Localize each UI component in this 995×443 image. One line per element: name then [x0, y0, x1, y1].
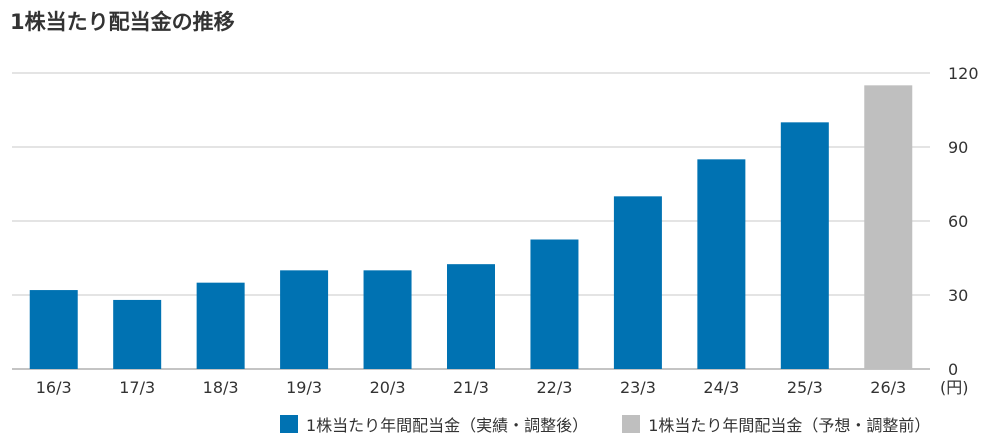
- y-tick-label: 60: [948, 212, 968, 231]
- bar-16-3: [29, 290, 78, 369]
- bar-21-3: [447, 264, 495, 369]
- bar-18-3: [196, 282, 245, 369]
- bar-26-3: [864, 85, 913, 369]
- x-tick-label: 21/3: [453, 378, 489, 397]
- x-tick-label: 17/3: [119, 378, 155, 397]
- bar-24-3: [697, 159, 746, 369]
- legend: 1株当たり年間配当金（実績・調整後） 1株当たり年間配当金（予想・調整前）: [280, 412, 964, 436]
- x-tick-label: 20/3: [370, 378, 406, 397]
- legend-swatch-forecast: [622, 415, 641, 433]
- y-tick-label: 120: [948, 64, 979, 83]
- bar-25-3: [780, 122, 829, 369]
- y-tick-label: 30: [948, 286, 968, 305]
- bar-20-3: [363, 270, 412, 369]
- y-tick-label: 0: [948, 360, 958, 379]
- chart-title: 1株当たり配当金の推移: [10, 10, 235, 34]
- x-tick-label: 26/3: [870, 378, 906, 397]
- bar-23-3: [613, 196, 662, 369]
- legend-label-forecast: 1株当たり年間配当金（予想・調整前）: [648, 416, 931, 435]
- legend-item-actual: 1株当たり年間配当金（実績・調整後）: [280, 412, 588, 436]
- x-tick-label: 16/3: [36, 378, 72, 397]
- y-tick-label: 90: [948, 138, 968, 157]
- legend-item-forecast: 1株当たり年間配当金（予想・調整前）: [622, 412, 930, 436]
- x-tick-label: 18/3: [203, 378, 239, 397]
- bar-19-3: [280, 270, 329, 369]
- legend-label-actual: 1株当たり年間配当金（実績・調整後）: [306, 416, 589, 435]
- x-tick-label: 24/3: [703, 378, 739, 397]
- bar-22-3: [530, 239, 579, 369]
- legend-swatch-actual: [280, 415, 298, 433]
- x-tick-label: 22/3: [536, 378, 572, 397]
- y-unit-label: (円): [940, 378, 969, 397]
- x-tick-label: 19/3: [286, 378, 322, 397]
- x-tick-label: 23/3: [620, 378, 656, 397]
- bar-17-3: [113, 299, 162, 369]
- x-tick-label: 25/3: [787, 378, 823, 397]
